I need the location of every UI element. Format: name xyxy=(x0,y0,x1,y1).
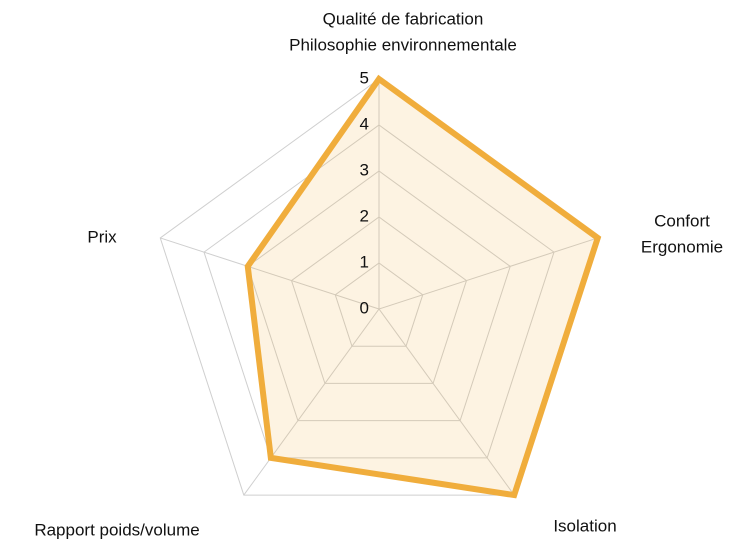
spoke xyxy=(243,308,380,496)
grid-ring xyxy=(247,170,511,422)
category-label: Prix xyxy=(87,227,117,246)
tick-label: 2 xyxy=(360,206,369,225)
grid-ring xyxy=(290,216,468,384)
tick-label: 0 xyxy=(360,298,369,317)
category-label: Philosophie environnementale xyxy=(289,35,517,54)
spoke xyxy=(378,237,598,310)
category-label: Ergonomie xyxy=(641,237,723,256)
category-label: Qualité de fabrication xyxy=(323,9,484,28)
radar-area xyxy=(244,74,602,499)
category-label: Isolation xyxy=(553,516,616,535)
category-label: Confort xyxy=(654,211,710,230)
tick-label: 5 xyxy=(360,68,369,87)
spoke xyxy=(160,237,380,310)
tick-label: 3 xyxy=(360,160,369,179)
category-label: Rapport poids/volume xyxy=(34,520,199,539)
tick-label: 1 xyxy=(360,252,369,271)
spoke xyxy=(378,308,515,496)
tick-label: 4 xyxy=(360,114,369,133)
grid-ring xyxy=(203,124,555,459)
grid-ring xyxy=(334,262,424,347)
